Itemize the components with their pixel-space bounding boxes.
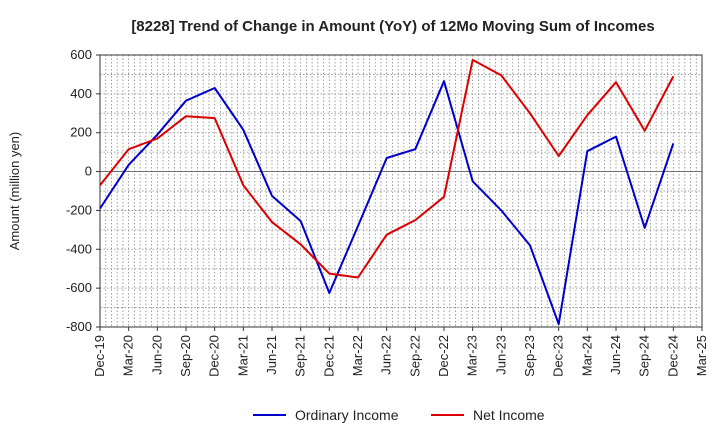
x-tick-label: Sep-21: [293, 335, 308, 377]
y-tick-label: 200: [70, 125, 92, 140]
series-line-ordinary-income: [99, 80, 675, 326]
y-tick-label: -400: [66, 241, 92, 256]
x-tick-label: Mar-23: [465, 335, 480, 376]
x-tick-label: Sep-23: [522, 335, 537, 377]
x-tick-label: Jun-20: [149, 335, 164, 375]
x-tick-label: Mar-24: [579, 335, 594, 376]
y-tick-label: -600: [66, 280, 92, 295]
x-tick-label: Sep-24: [637, 335, 652, 377]
x-tick-label: Jun-22: [379, 335, 394, 375]
x-tick-label: Sep-20: [178, 335, 193, 377]
x-tick-label: Mar-20: [121, 335, 136, 376]
x-tick-label: Dec-20: [207, 335, 222, 377]
x-tick-label: Mar-25: [694, 335, 709, 376]
x-tick-label: Dec-19: [92, 335, 107, 377]
y-tick-label: 600: [70, 47, 92, 62]
x-tick-label: Mar-22: [350, 335, 365, 376]
y-tick-label: -800: [66, 319, 92, 334]
series-line-net-income: [99, 58, 675, 279]
y-axis-ticks: 600 400 200 0 -200 -400 -600 -800: [66, 47, 100, 334]
x-tick-label: Dec-24: [665, 335, 680, 377]
y-tick-label: 400: [70, 86, 92, 101]
y-tick-label: -200: [66, 202, 92, 217]
legend: Ordinary Income Net Income: [253, 407, 545, 423]
chart-title: [8228] Trend of Change in Amount (YoY) o…: [131, 18, 654, 35]
y-tick-label: 0: [85, 164, 92, 179]
x-tick-label: Jun-24: [608, 335, 623, 375]
x-tick-label: Dec-21: [321, 335, 336, 377]
grid: [100, 55, 702, 327]
x-tick-label: Jun-23: [493, 335, 508, 375]
x-tick-label: Dec-22: [436, 335, 451, 377]
y-axis-label: Amount (million yen): [7, 132, 22, 251]
x-tick-label: Sep-22: [407, 335, 422, 377]
plot-frame: [99, 54, 703, 328]
x-tick-label: Jun-21: [264, 335, 279, 375]
x-tick-label: Dec-23: [551, 335, 566, 377]
x-tick-label: Mar-21: [235, 335, 250, 376]
series-lines: [99, 58, 675, 326]
x-axis-ticks: Dec-19 Mar-20 Jun-20 Sep-20 Dec-20 Mar-21 Jun-…: [92, 327, 709, 377]
legend-label: Ordinary Income: [295, 407, 399, 423]
legend-label: Net Income: [473, 407, 545, 423]
